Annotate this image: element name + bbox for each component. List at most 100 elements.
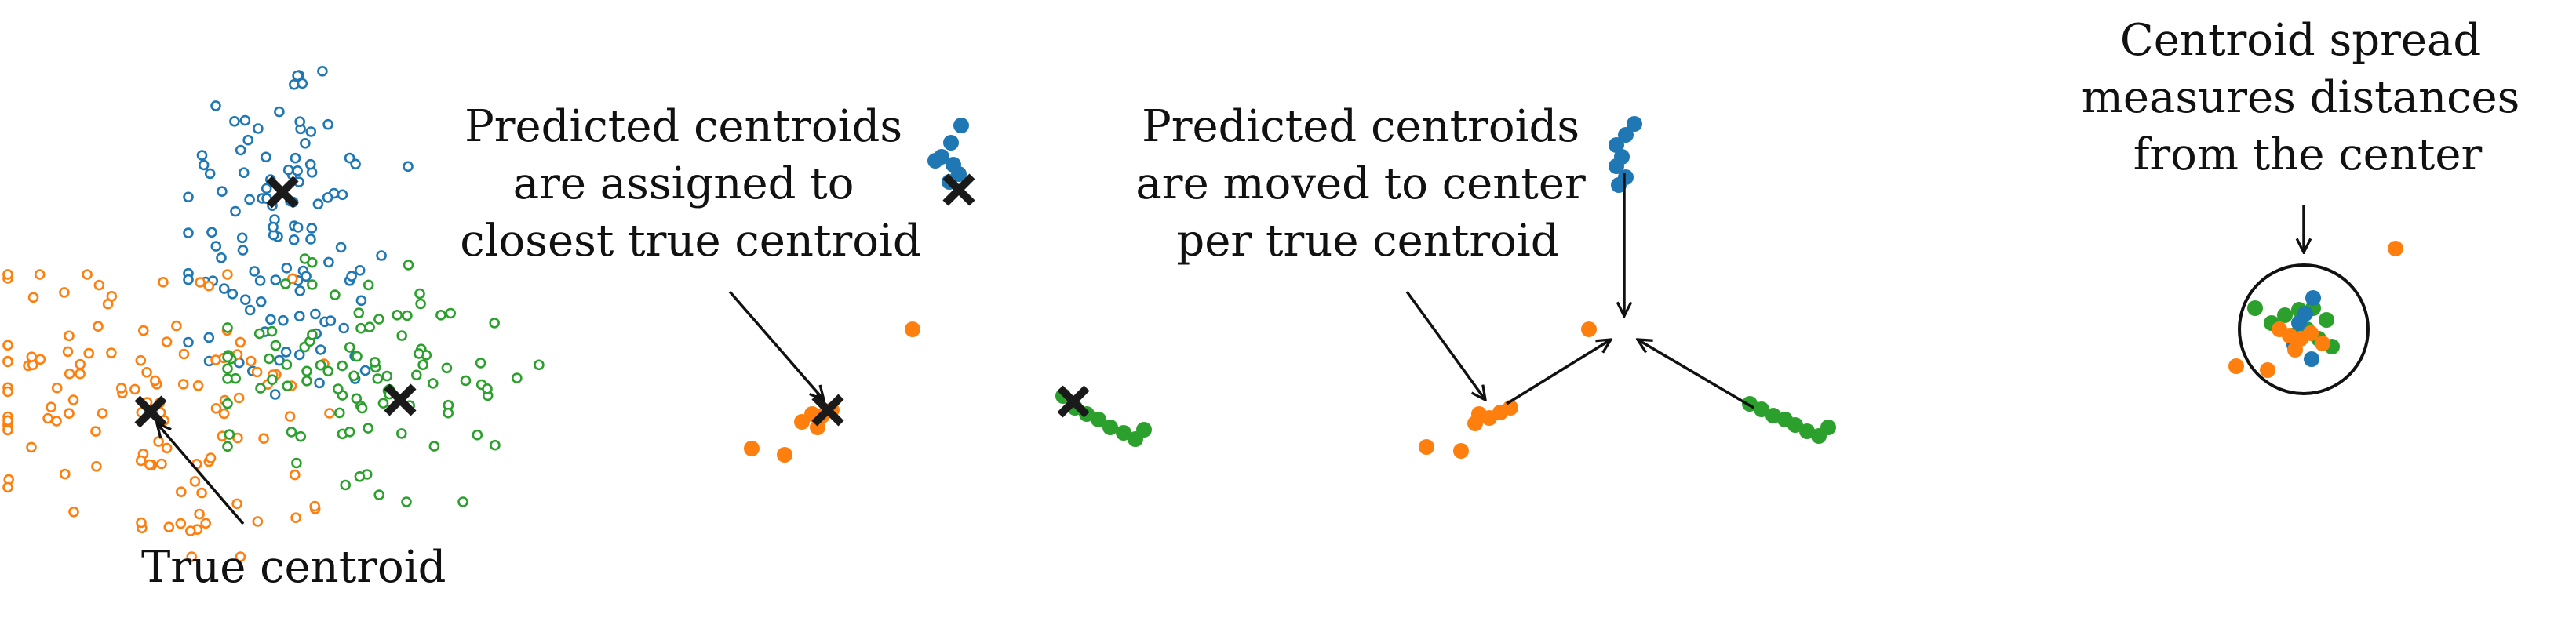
true-centroid-marker-orange-stroke-b (134, 395, 167, 428)
blue-point (183, 191, 194, 203)
true-centroid-marker-blue (942, 173, 975, 206)
blue-point (403, 161, 414, 173)
orange-point (235, 336, 246, 348)
green-point (264, 353, 275, 365)
green-point (306, 279, 318, 290)
moved-label-line-1: Predicted centroids (1142, 101, 1579, 152)
predicted-centroid-orange (810, 420, 825, 435)
orange-point (286, 273, 298, 285)
green-point (330, 289, 341, 300)
blue-point (310, 308, 321, 320)
blue-point (238, 167, 250, 178)
centered-point-orange (2287, 342, 2303, 358)
blue-point (198, 159, 210, 171)
true-centroid-marker-blue-stroke-b (266, 176, 299, 209)
orange-point (83, 347, 94, 359)
centered-point-green (2247, 300, 2263, 316)
orange-point (102, 298, 114, 310)
true-centroid-arrow (157, 423, 245, 525)
true-centroid-label: True centroid (141, 542, 446, 593)
blue-point (305, 234, 316, 245)
assigned-arrow (728, 290, 824, 400)
orange-point (161, 336, 173, 347)
orange-point (196, 487, 207, 499)
green-point (307, 329, 318, 340)
orange-point (60, 468, 71, 480)
green-point (369, 357, 381, 368)
predicted-centroid-blue (1609, 137, 1624, 153)
blue-point (292, 70, 303, 82)
green-point (295, 430, 307, 442)
green-point (354, 470, 366, 482)
blue-point (281, 262, 293, 274)
centered-point-orange (2228, 358, 2244, 374)
predicted-centroid-green (1787, 417, 1803, 433)
assigned-label-line-2: are assigned to (513, 158, 854, 209)
blue-point (292, 165, 303, 176)
orange-point (175, 518, 187, 529)
green-point (333, 407, 345, 419)
blue-point (322, 192, 333, 203)
assigned-label-line-3: closest true centroid (460, 216, 921, 267)
green-point (301, 375, 312, 387)
blue-point (294, 116, 306, 127)
green-point (475, 358, 486, 369)
green-point (372, 373, 384, 384)
predicted-centroid-green (1820, 420, 1836, 435)
green-point (415, 298, 426, 310)
blue-point (206, 227, 217, 238)
moved-label-arrow (1405, 290, 1485, 400)
blue-point (288, 79, 300, 90)
orange-point (192, 380, 204, 391)
green-point (427, 378, 439, 389)
orange-point (2, 340, 13, 351)
orange-point (2, 386, 13, 398)
blue-point (216, 252, 227, 263)
centered-point-orange (2315, 336, 2330, 351)
orange-point (2, 356, 13, 368)
green-point (222, 351, 233, 363)
orange-point (251, 366, 263, 378)
orange-point (141, 366, 152, 378)
green-point (511, 372, 523, 383)
blue-point (278, 314, 289, 326)
predicted-centroid-green (1754, 401, 1769, 417)
orange-point (289, 469, 301, 481)
predicted-centroid-green (1116, 425, 1131, 441)
predicted-centroid-green (1091, 412, 1106, 427)
orange-point (144, 459, 155, 470)
blue-point (315, 344, 326, 355)
blue-point (230, 205, 241, 217)
orange-point (178, 348, 190, 360)
predicted-centroid-orange (1467, 416, 1483, 431)
blue-point (268, 221, 279, 233)
green-point (253, 328, 265, 340)
panel-true-clusters (2, 66, 545, 562)
green-point (460, 375, 472, 387)
blue-point (337, 189, 348, 201)
orange-point (156, 458, 167, 470)
orange-point (245, 355, 257, 367)
blue-point (204, 168, 216, 180)
orange-point (2, 415, 13, 427)
predicted-centroid-blue (927, 153, 943, 169)
blue-point (236, 232, 248, 244)
predicted-centroid-orange (1453, 443, 1469, 459)
blue-point (301, 271, 312, 282)
orange-point (235, 551, 246, 562)
green-point (348, 370, 359, 382)
orange-point (135, 455, 147, 467)
orange-point (324, 408, 335, 419)
orange-point (64, 408, 75, 420)
orange-point (200, 518, 212, 529)
predicted-centroid-blue (1627, 116, 1642, 132)
orange-point (138, 325, 149, 336)
predicted-centroid-blue (1609, 158, 1624, 174)
predicted-centroid-blue (1611, 177, 1627, 193)
green-point (392, 309, 403, 321)
predicted-centroid-orange (777, 447, 792, 463)
orange-point (153, 436, 164, 447)
green-point (364, 322, 375, 333)
orange-point (258, 433, 269, 445)
blue-point (270, 274, 282, 285)
